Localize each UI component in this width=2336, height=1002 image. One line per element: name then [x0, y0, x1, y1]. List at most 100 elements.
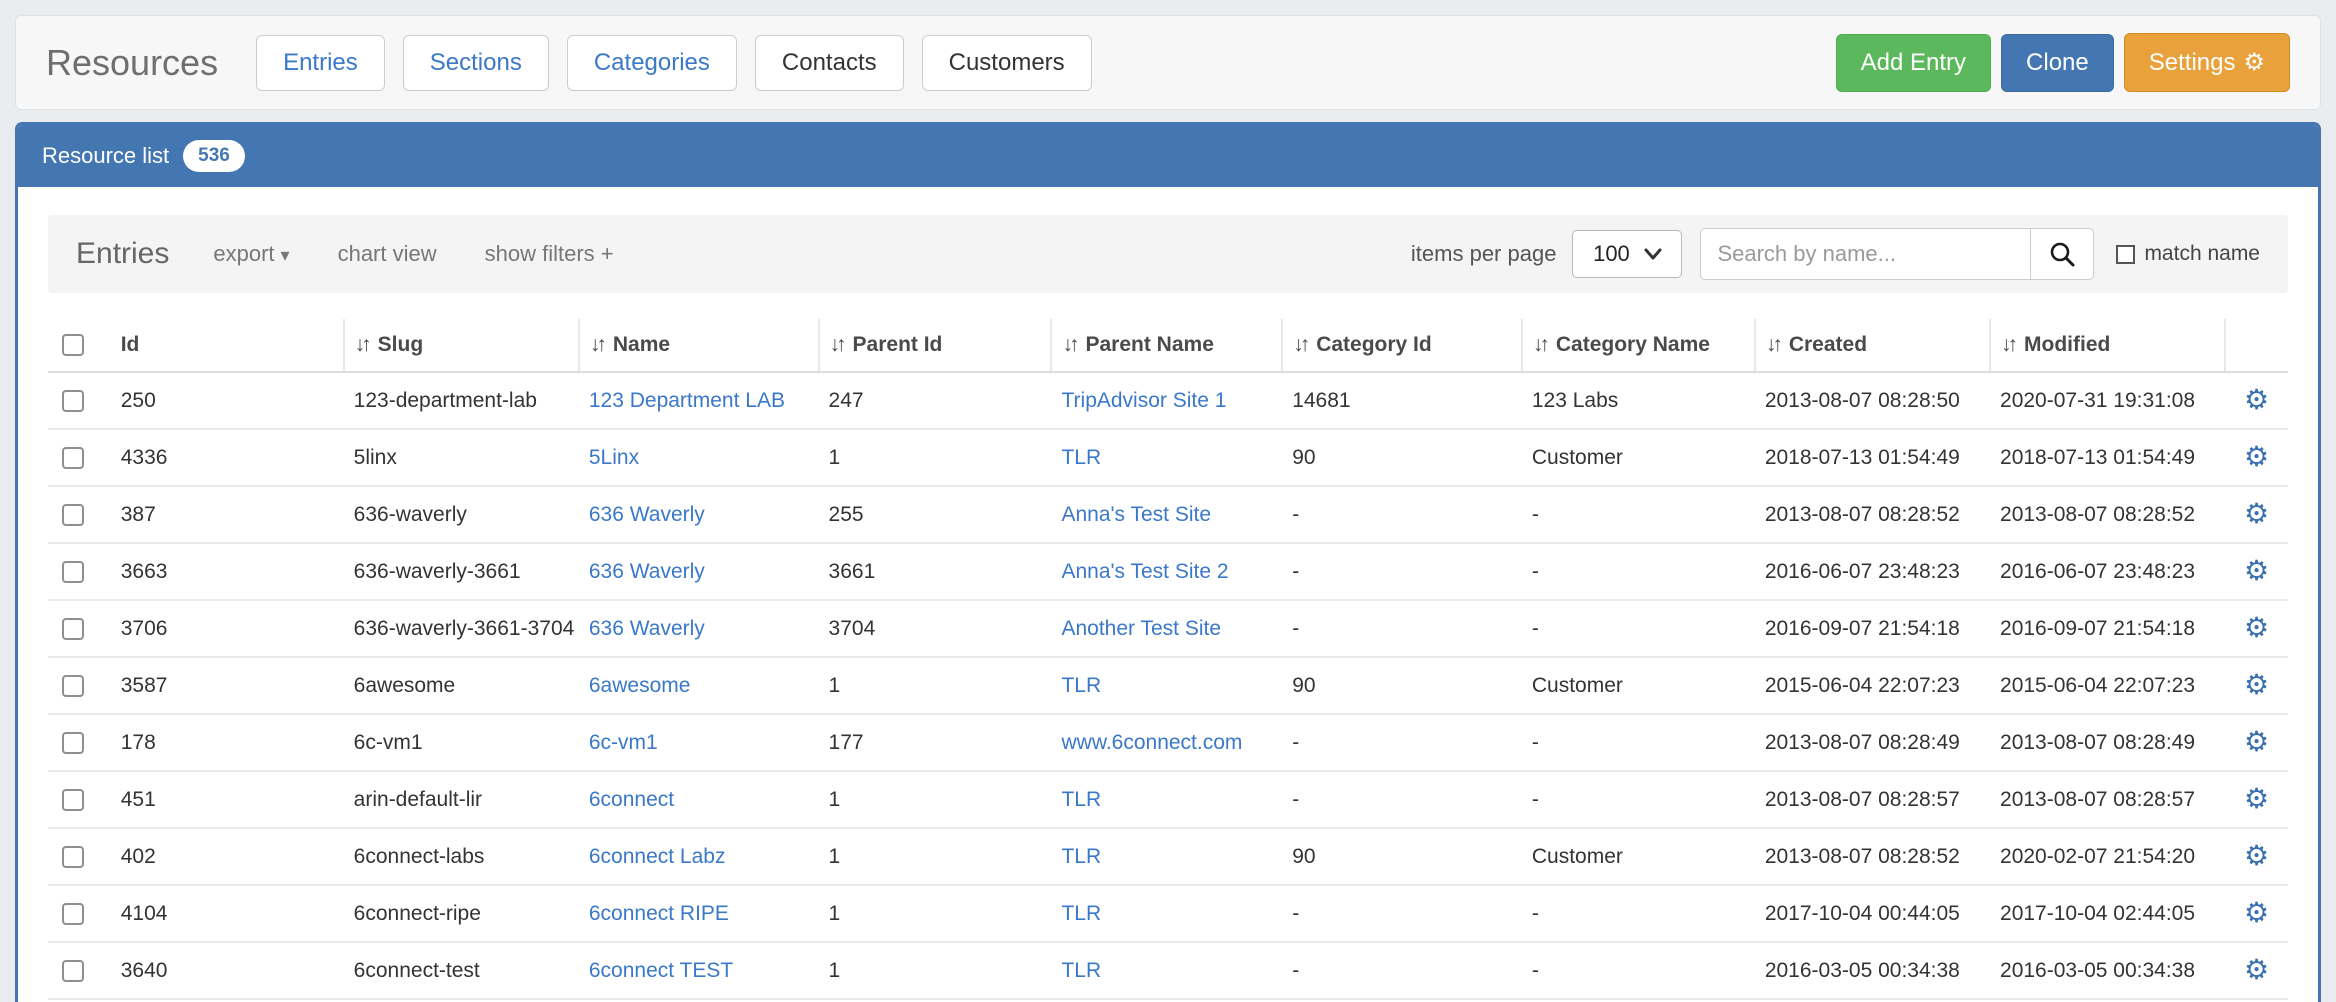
cell-modified: 2020-07-31 19:31:08 — [1990, 372, 2226, 430]
cell-parent-name: TLR — [1051, 828, 1283, 886]
parent-name-link[interactable]: TLR — [1061, 673, 1102, 697]
row-checkbox[interactable] — [62, 731, 84, 754]
gear-icon[interactable]: ⚙ — [2244, 897, 2270, 928]
row-checkbox[interactable] — [62, 617, 84, 640]
row-checkbox[interactable] — [62, 845, 84, 868]
parent-name-link[interactable]: TLR — [1061, 958, 1102, 982]
row-actions-cell: ⚙ — [2225, 828, 2288, 886]
col-created[interactable]: ↓↑ Created — [1753, 319, 1991, 373]
parent-name-link[interactable]: TLR — [1061, 901, 1102, 925]
table-row: 3587 6awesome 6awesome 1 TLR 90 Customer 2015-0… — [48, 657, 2288, 715]
name-link[interactable]: 636 Waverly — [588, 616, 705, 640]
export-menu[interactable]: export ▾ — [213, 241, 290, 266]
gear-icon[interactable]: ⚙ — [2244, 498, 2270, 529]
name-link[interactable]: 6awesome — [588, 673, 691, 697]
show-filters-link[interactable]: show filters + — [484, 241, 614, 266]
col-slug[interactable]: ↓↑ Slug — [342, 319, 579, 373]
parent-name-link[interactable]: TLR — [1061, 787, 1102, 811]
row-checkbox[interactable] — [62, 674, 84, 697]
cell-category-name: Customer — [1521, 828, 1755, 886]
parent-name-link[interactable]: Anna's Test Site 2 — [1061, 559, 1229, 583]
cell-modified: 2013-08-07 08:28:52 — [1990, 486, 2226, 544]
gear-icon[interactable]: ⚙ — [2244, 840, 2270, 871]
gear-icon[interactable]: ⚙ — [2244, 612, 2270, 643]
items-per-page-select[interactable]: 100 — [1572, 230, 1683, 278]
cell-created: 2013-08-07 08:28:49 — [1754, 714, 1991, 772]
sort-icon: ↓↑ — [589, 333, 607, 356]
cell-category-name: - — [1521, 486, 1755, 544]
gear-icon[interactable]: ⚙ — [2244, 669, 2270, 700]
chart-view-link[interactable]: chart view — [337, 241, 437, 266]
parent-name-link[interactable]: TripAdvisor Site 1 — [1061, 388, 1227, 412]
gear-icon[interactable]: ⚙ — [2244, 441, 2270, 472]
select-all-checkbox[interactable] — [62, 334, 84, 357]
resource-count-badge: 536 — [183, 140, 245, 172]
name-link[interactable]: 636 Waverly — [588, 559, 705, 583]
tab-sections[interactable]: Sections — [402, 34, 549, 91]
parent-name-link[interactable]: Another Test Site — [1061, 616, 1222, 640]
parent-name-link[interactable]: TLR — [1061, 445, 1102, 469]
name-link[interactable]: 6connect RIPE — [588, 901, 729, 925]
toolbar-right: items per page 100 match name — [1411, 228, 2260, 280]
name-link[interactable]: 6c-vm1 — [588, 730, 658, 754]
row-checkbox[interactable] — [62, 389, 84, 412]
name-link[interactable]: 5Linx — [588, 445, 640, 469]
name-link[interactable]: 636 Waverly — [588, 502, 705, 526]
col-parent-name[interactable]: ↓↑ Parent Name — [1050, 319, 1283, 373]
add-entry-button[interactable]: Add Entry — [1835, 33, 1992, 92]
row-checkbox[interactable] — [62, 788, 84, 811]
tab-entries[interactable]: Entries — [256, 34, 385, 91]
tab-contacts[interactable]: Contacts — [754, 34, 904, 91]
row-checkbox-cell — [48, 600, 111, 658]
top-bar: Resources Entries Sections Categories Co… — [15, 15, 2321, 110]
tab-categories[interactable]: Categories — [566, 34, 737, 91]
name-link[interactable]: 6connect TEST — [588, 958, 734, 982]
gear-icon[interactable]: ⚙ — [2244, 555, 2270, 586]
cell-category-id: 14681 — [1282, 372, 1522, 430]
row-actions-cell: ⚙ — [2225, 600, 2288, 658]
cell-parent-id: 1 — [818, 657, 1052, 715]
row-checkbox[interactable] — [62, 959, 84, 982]
cell-category-name: Customer — [1521, 657, 1755, 715]
name-link[interactable]: 6connect Labz — [588, 844, 726, 868]
col-parent-id[interactable]: ↓↑ Parent Id — [817, 319, 1052, 373]
col-name[interactable]: ↓↑ Name — [577, 319, 819, 373]
search-input[interactable] — [1700, 228, 2031, 280]
match-name-checkbox[interactable] — [2116, 244, 2136, 264]
settings-button[interactable]: Settings ⚙ — [2123, 33, 2290, 92]
cell-modified: 2016-06-07 23:48:23 — [1990, 543, 2226, 601]
col-category-name[interactable]: ↓↑ Category Name — [1520, 319, 1755, 373]
search-button[interactable] — [2030, 228, 2095, 280]
row-actions-cell: ⚙ — [2225, 714, 2288, 772]
cell-category-id: - — [1282, 600, 1522, 658]
cell-name: 636 Waverly — [578, 543, 819, 601]
gear-icon[interactable]: ⚙ — [2244, 726, 2270, 757]
gear-icon[interactable]: ⚙ — [2244, 783, 2270, 814]
parent-name-link[interactable]: TLR — [1061, 844, 1102, 868]
clone-button[interactable]: Clone — [2001, 33, 2114, 92]
cell-category-name: - — [1521, 999, 1755, 1002]
cell-category-id: - — [1282, 486, 1522, 544]
row-checkbox-cell — [48, 942, 111, 1000]
col-modified[interactable]: ↓↑ Modified — [1989, 319, 2226, 373]
row-checkbox[interactable] — [62, 446, 84, 469]
cell-slug: 7connect — [343, 999, 579, 1002]
gear-icon[interactable]: ⚙ — [2244, 384, 2270, 415]
row-checkbox[interactable] — [62, 560, 84, 583]
sort-icon: ↓↑ — [1293, 333, 1310, 356]
name-link[interactable]: 6connect — [588, 787, 675, 811]
row-checkbox[interactable] — [62, 503, 84, 526]
table-row: 3640 6connect-test 6connect TEST 1 TLR - -2016… — [48, 942, 2288, 1000]
col-category-id[interactable]: ↓↑ Category Id — [1281, 319, 1522, 373]
cell-modified: 2020-02-07 21:54:20 — [1990, 828, 2226, 886]
row-actions-cell: ⚙ — [2225, 657, 2288, 715]
gear-icon[interactable]: ⚙ — [2244, 954, 2270, 985]
row-checkbox[interactable] — [62, 902, 84, 925]
tab-customers[interactable]: Customers — [921, 34, 1092, 91]
name-link[interactable]: 123 Department LAB — [588, 388, 785, 412]
sort-icon: ↓↑ — [1765, 333, 1783, 356]
cell-slug: 636-waverly-3661-3704 — [343, 600, 579, 658]
parent-name-link[interactable]: www.6connect.com — [1061, 730, 1243, 754]
table-row: 250 123-department-lab 123 Department LAB 2… — [48, 372, 2288, 430]
parent-name-link[interactable]: Anna's Test Site — [1061, 502, 1212, 526]
